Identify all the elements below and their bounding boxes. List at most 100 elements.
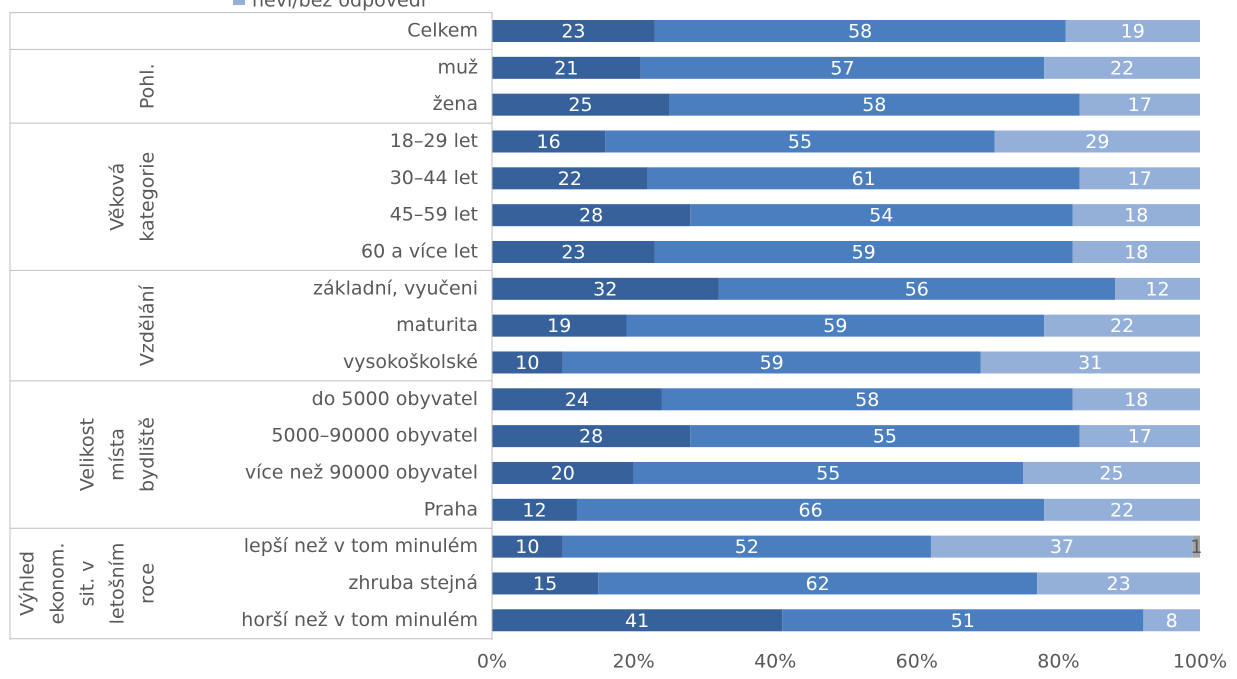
data-label: 17 bbox=[1128, 168, 1152, 190]
data-label: 23 bbox=[1106, 573, 1130, 595]
data-label: 17 bbox=[1128, 94, 1152, 116]
group-label: Pohl. bbox=[137, 63, 159, 109]
bar-segment bbox=[605, 130, 995, 153]
bar-segment bbox=[980, 351, 1200, 374]
bar-segment bbox=[1079, 167, 1200, 190]
bar-segment bbox=[782, 609, 1144, 632]
bar-segment bbox=[690, 204, 1073, 227]
bar-segment bbox=[633, 461, 1023, 484]
data-label: 22 bbox=[558, 168, 582, 190]
data-label: 61 bbox=[852, 168, 876, 190]
bar-segment bbox=[1072, 240, 1200, 263]
data-label: 41 bbox=[625, 610, 649, 632]
bar-segment bbox=[492, 130, 606, 153]
category-label: žena bbox=[433, 93, 478, 115]
bar-segment bbox=[718, 277, 1116, 300]
bar-segment bbox=[562, 351, 981, 374]
bar-segment bbox=[1079, 93, 1200, 116]
category-label: muž bbox=[437, 56, 478, 78]
data-label: 1 bbox=[1190, 536, 1202, 558]
bar-segment bbox=[1044, 498, 1200, 521]
data-label: 59 bbox=[823, 315, 847, 337]
bar-segment bbox=[492, 167, 648, 190]
bar-segment bbox=[1072, 204, 1200, 227]
data-label: 29 bbox=[1085, 131, 1109, 153]
data-label: 19 bbox=[1121, 21, 1145, 43]
bar-segment bbox=[492, 572, 599, 595]
category-label: 18–29 let bbox=[390, 130, 478, 152]
data-label: 22 bbox=[1110, 499, 1134, 521]
data-label: 62 bbox=[806, 573, 830, 595]
bar-segment bbox=[994, 130, 1200, 153]
category-label: lepší než v tom minulém bbox=[244, 535, 478, 557]
category-label: do 5000 obyvatel bbox=[312, 388, 478, 410]
bar-segment bbox=[492, 204, 691, 227]
bar-segment bbox=[640, 56, 1045, 79]
bar-segment bbox=[492, 240, 655, 263]
category-label: 5000–90000 obyvatel bbox=[271, 425, 478, 447]
data-label: 28 bbox=[579, 205, 603, 227]
bar-segment bbox=[576, 498, 1045, 521]
bar-segment bbox=[492, 609, 783, 632]
bar-segment bbox=[1079, 425, 1200, 448]
data-label: 32 bbox=[593, 278, 617, 300]
bar-segment bbox=[1044, 56, 1200, 79]
bar-segment bbox=[492, 425, 691, 448]
category-label: horší než v tom minulém bbox=[241, 609, 478, 631]
data-label: 55 bbox=[788, 131, 812, 153]
data-label: 20 bbox=[551, 462, 575, 484]
category-label: vysokoškolské bbox=[343, 351, 478, 373]
data-label: 25 bbox=[568, 94, 592, 116]
data-label: 24 bbox=[565, 389, 589, 411]
x-tick-label: 0% bbox=[477, 651, 507, 673]
data-label: 37 bbox=[1050, 536, 1074, 558]
bar-segment bbox=[669, 93, 1080, 116]
data-label: 51 bbox=[951, 610, 975, 632]
bar-segment bbox=[492, 93, 669, 116]
bar-segment bbox=[492, 388, 662, 411]
x-tick-label: 100% bbox=[1173, 651, 1227, 673]
group-label: Velikost bbox=[77, 418, 99, 491]
bar-segment bbox=[1143, 609, 1200, 632]
data-label: 22 bbox=[1110, 315, 1134, 337]
bar-segment bbox=[626, 314, 1045, 337]
data-label: 28 bbox=[579, 426, 603, 448]
data-label: 56 bbox=[905, 278, 929, 300]
data-label: 66 bbox=[799, 499, 823, 521]
x-tick-label: 60% bbox=[896, 651, 938, 673]
bar-segment bbox=[492, 277, 719, 300]
bar-segment bbox=[647, 167, 1080, 190]
group-label: kategorie bbox=[137, 152, 159, 242]
bar-segment bbox=[598, 572, 1038, 595]
data-label: 12 bbox=[522, 499, 546, 521]
bar-segment bbox=[492, 498, 577, 521]
group-label: Výhled bbox=[17, 551, 39, 616]
bar-segment bbox=[1023, 461, 1200, 484]
group-label: bydliště bbox=[137, 417, 159, 492]
category-label: 60 a více let bbox=[361, 240, 478, 262]
data-label: 16 bbox=[537, 131, 561, 153]
data-label: 57 bbox=[830, 57, 854, 79]
bar-segment bbox=[492, 351, 563, 374]
data-label: 18 bbox=[1124, 241, 1148, 263]
bar-segment bbox=[690, 425, 1080, 448]
group-label: Vzdělání bbox=[137, 284, 159, 366]
group-label: Věková bbox=[107, 163, 129, 231]
data-label: 17 bbox=[1128, 426, 1152, 448]
bar-segment bbox=[1115, 277, 1200, 300]
bar-segment bbox=[661, 388, 1073, 411]
legend-swatch bbox=[233, 0, 245, 5]
data-label: 58 bbox=[848, 21, 872, 43]
data-label: 59 bbox=[852, 241, 876, 263]
data-label: 58 bbox=[855, 389, 879, 411]
data-label: 18 bbox=[1124, 205, 1148, 227]
group-label: letošním bbox=[107, 543, 129, 625]
x-tick-label: 40% bbox=[754, 651, 796, 673]
data-label: 59 bbox=[760, 352, 784, 374]
x-tick-label: 80% bbox=[1037, 651, 1079, 673]
group-label: ekonom. bbox=[47, 543, 69, 625]
category-label: Celkem bbox=[407, 20, 478, 42]
data-label: 21 bbox=[554, 57, 578, 79]
group-label: roce bbox=[137, 563, 159, 604]
